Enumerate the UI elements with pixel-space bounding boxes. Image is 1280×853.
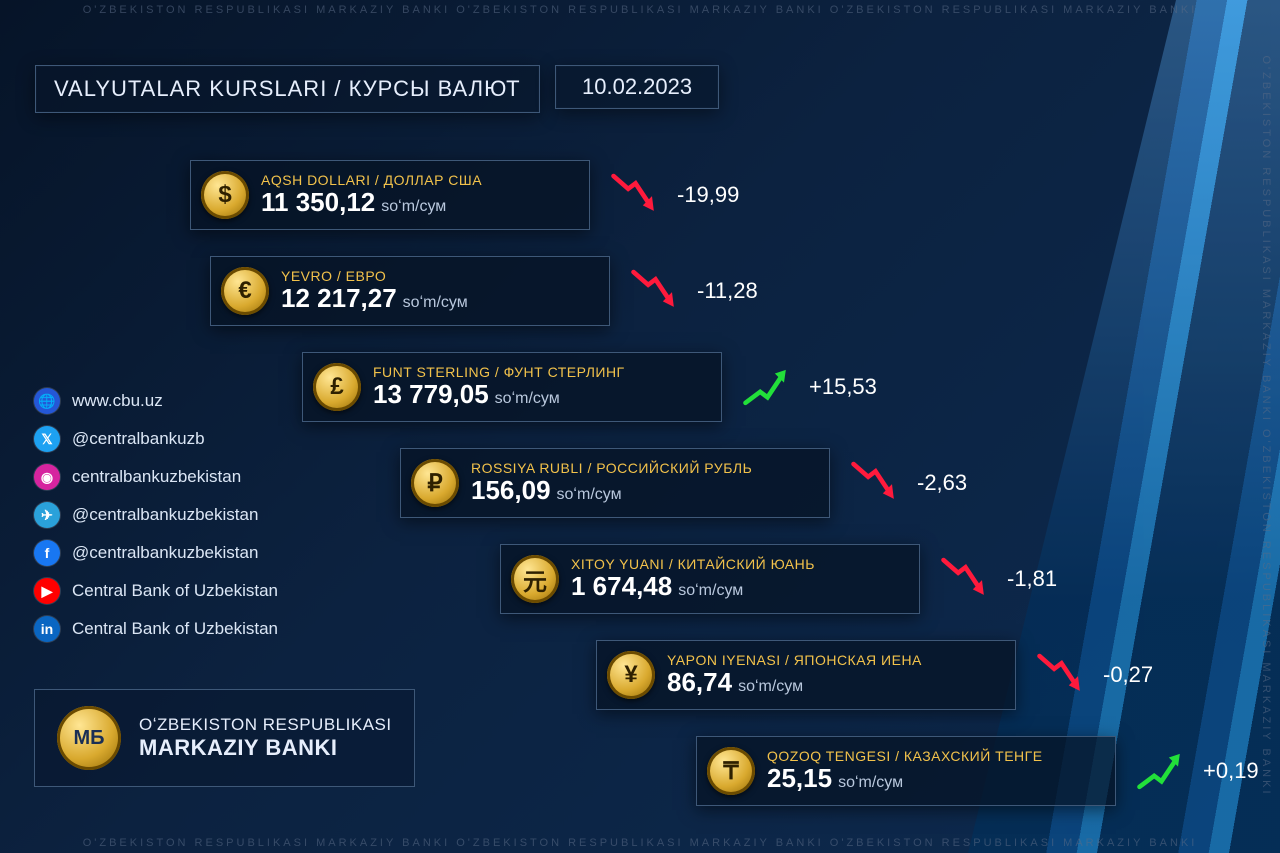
currency-rate: 1 674,48soʻm/сум bbox=[571, 572, 815, 602]
currency-coin-icon: $ bbox=[201, 171, 249, 219]
date-value: 10.02.2023 bbox=[582, 74, 692, 99]
footer-block: МБ OʻZBEKISTON RESPUBLIKASI MARKAZIY BAN… bbox=[34, 689, 415, 787]
currency-row: ₸ QOZOQ TENGESI / КАЗАХСКИЙ ТЕНГЕ 25,15s… bbox=[696, 736, 1280, 806]
currency-trend: +15,53 bbox=[740, 357, 889, 418]
currency-coin-icon: € bbox=[221, 267, 269, 315]
currency-box: ₽ ROSSIYA RUBLI / РОССИЙСКИЙ РУБЛЬ 156,0… bbox=[400, 448, 830, 518]
trend-arrow-icon bbox=[1034, 645, 1089, 706]
social-label: @centralbankuzb bbox=[72, 429, 205, 449]
currency-row: $ AQSH DOLLARI / ДОЛЛАР США 11 350,12soʻ… bbox=[190, 160, 757, 230]
social-label: @centralbankuzbekistan bbox=[72, 543, 258, 563]
social-links: 🌐 www.cbu.uz 𝕏 @centralbankuzb ◉ central… bbox=[34, 388, 278, 642]
currency-rate: 25,15soʻm/сум bbox=[767, 764, 1043, 794]
social-item[interactable]: in Central Bank of Uzbekistan bbox=[34, 616, 278, 642]
social-item[interactable]: ◉ centralbankuzbekistan bbox=[34, 464, 278, 490]
social-label: www.cbu.uz bbox=[72, 391, 163, 411]
currency-coin-icon: ₽ bbox=[411, 459, 459, 507]
date-panel: 10.02.2023 bbox=[555, 65, 719, 109]
currency-rate: 12 217,27soʻm/сум bbox=[281, 284, 468, 314]
social-item[interactable]: ▶ Central Bank of Uzbekistan bbox=[34, 578, 278, 604]
footer-line1: OʻZBEKISTON RESPUBLIKASI bbox=[139, 715, 392, 735]
currency-row: £ FUNT STERLING / ФУНТ СТЕРЛИНГ 13 779,0… bbox=[302, 352, 889, 422]
currency-trend: -0,27 bbox=[1034, 645, 1183, 706]
facebook-icon: f bbox=[34, 540, 60, 566]
footer-line2: MARKAZIY BANKI bbox=[139, 735, 392, 761]
title-panel: VALYUTALAR KURSLARI / КУРСЫ ВАЛЮТ bbox=[35, 65, 540, 113]
trend-arrow-icon bbox=[1134, 741, 1189, 802]
unit-label: soʻm/сум bbox=[838, 774, 903, 791]
unit-label: soʻm/сум bbox=[495, 390, 560, 407]
trend-arrow-icon bbox=[628, 261, 683, 322]
currency-delta: -19,99 bbox=[677, 182, 757, 208]
currency-row: € YEVRO / ЕВРО 12 217,27soʻm/сум -11,28 bbox=[210, 256, 777, 326]
currency-box: ¥ YAPON IYENASI / ЯПОНСКАЯ ИЕНА 86,74soʻ… bbox=[596, 640, 1016, 710]
social-item[interactable]: 🌐 www.cbu.uz bbox=[34, 388, 278, 414]
currency-rate: 13 779,05soʻm/сум bbox=[373, 380, 625, 410]
globe-icon: 🌐 bbox=[34, 388, 60, 414]
currency-box: 元 XITOY YUANI / КИТАЙСКИЙ ЮАНЬ 1 674,48s… bbox=[500, 544, 920, 614]
border-text-top: O'ZBEKISTON RESPUBLIKASI MARKAZIY BANKI … bbox=[0, 4, 1280, 16]
currency-box: € YEVRO / ЕВРО 12 217,27soʻm/сум bbox=[210, 256, 610, 326]
unit-label: soʻm/сум bbox=[557, 486, 622, 503]
currency-trend: -11,28 bbox=[628, 261, 777, 322]
building-graphic bbox=[760, 0, 1280, 853]
currency-rate: 86,74soʻm/сум bbox=[667, 668, 922, 698]
trend-arrow-icon bbox=[938, 549, 993, 610]
currency-coin-icon: ₸ bbox=[707, 747, 755, 795]
currency-box: ₸ QOZOQ TENGESI / КАЗАХСКИЙ ТЕНГЕ 25,15s… bbox=[696, 736, 1116, 806]
unit-label: soʻm/сум bbox=[738, 678, 803, 695]
currency-delta: -1,81 bbox=[1007, 566, 1087, 592]
currency-name: YEVRO / ЕВРО bbox=[281, 268, 468, 284]
border-text-bottom: O'ZBEKISTON RESPUBLIKASI MARKAZIY BANKI … bbox=[0, 837, 1280, 849]
trend-arrow-icon bbox=[848, 453, 903, 514]
currency-rate: 156,09soʻm/сум bbox=[471, 476, 752, 506]
social-item[interactable]: f @centralbankuzbekistan bbox=[34, 540, 278, 566]
currency-row: ¥ YAPON IYENASI / ЯПОНСКАЯ ИЕНА 86,74soʻ… bbox=[596, 640, 1183, 710]
bank-logo-icon: МБ bbox=[57, 706, 121, 770]
currency-trend: -1,81 bbox=[938, 549, 1087, 610]
unit-label: soʻm/сум bbox=[381, 198, 446, 215]
currency-coin-icon: £ bbox=[313, 363, 361, 411]
social-label: centralbankuzbekistan bbox=[72, 467, 241, 487]
twitter-icon: 𝕏 bbox=[34, 426, 60, 452]
border-text-right: O'ZBEKISTON RESPUBLIKASI MARKAZIY BANKI … bbox=[1260, 0, 1272, 853]
currency-delta: +0,19 bbox=[1203, 758, 1280, 784]
social-label: @centralbankuzbekistan bbox=[72, 505, 258, 525]
linkedin-icon: in bbox=[34, 616, 60, 642]
currency-coin-icon: ¥ bbox=[607, 651, 655, 699]
currency-name: XITOY YUANI / КИТАЙСКИЙ ЮАНЬ bbox=[571, 556, 815, 572]
currency-name: YAPON IYENASI / ЯПОНСКАЯ ИЕНА bbox=[667, 652, 922, 668]
unit-label: soʻm/сум bbox=[403, 294, 468, 311]
currency-trend: -19,99 bbox=[608, 165, 757, 226]
currency-row: ₽ ROSSIYA RUBLI / РОССИЙСКИЙ РУБЛЬ 156,0… bbox=[400, 448, 997, 518]
currency-trend: -2,63 bbox=[848, 453, 997, 514]
currency-delta: +15,53 bbox=[809, 374, 889, 400]
trend-arrow-icon bbox=[740, 357, 795, 418]
currency-trend: +0,19 bbox=[1134, 741, 1280, 802]
unit-label: soʻm/сум bbox=[678, 582, 743, 599]
currency-delta: -2,63 bbox=[917, 470, 997, 496]
currency-name: AQSH DOLLARI / ДОЛЛАР США bbox=[261, 172, 482, 188]
currency-box: $ AQSH DOLLARI / ДОЛЛАР США 11 350,12soʻ… bbox=[190, 160, 590, 230]
currency-delta: -0,27 bbox=[1103, 662, 1183, 688]
social-item[interactable]: ✈ @centralbankuzbekistan bbox=[34, 502, 278, 528]
currency-delta: -11,28 bbox=[697, 278, 777, 304]
currency-row: 元 XITOY YUANI / КИТАЙСКИЙ ЮАНЬ 1 674,48s… bbox=[500, 544, 1087, 614]
social-item[interactable]: 𝕏 @centralbankuzb bbox=[34, 426, 278, 452]
youtube-icon: ▶ bbox=[34, 578, 60, 604]
social-label: Central Bank of Uzbekistan bbox=[72, 581, 278, 601]
social-label: Central Bank of Uzbekistan bbox=[72, 619, 278, 639]
currency-coin-icon: 元 bbox=[511, 555, 559, 603]
currency-name: FUNT STERLING / ФУНТ СТЕРЛИНГ bbox=[373, 364, 625, 380]
currency-box: £ FUNT STERLING / ФУНТ СТЕРЛИНГ 13 779,0… bbox=[302, 352, 722, 422]
currency-name: QOZOQ TENGESI / КАЗАХСКИЙ ТЕНГЕ bbox=[767, 748, 1043, 764]
trend-arrow-icon bbox=[608, 165, 663, 226]
currency-name: ROSSIYA RUBLI / РОССИЙСКИЙ РУБЛЬ bbox=[471, 460, 752, 476]
instagram-icon: ◉ bbox=[34, 464, 60, 490]
telegram-icon: ✈ bbox=[34, 502, 60, 528]
currency-rate: 11 350,12soʻm/сум bbox=[261, 188, 482, 218]
page-title: VALYUTALAR KURSLARI / КУРСЫ ВАЛЮТ bbox=[54, 76, 521, 101]
